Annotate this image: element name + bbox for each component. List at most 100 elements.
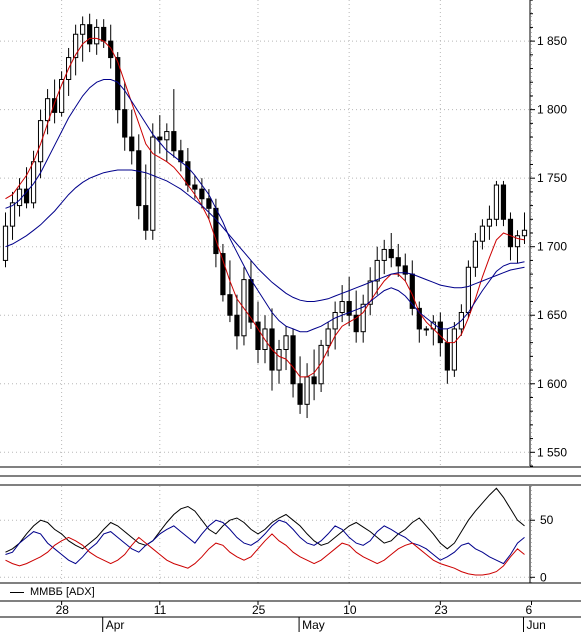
candle-down — [171, 131, 177, 152]
candle-up — [276, 349, 282, 371]
candle-down — [388, 248, 394, 259]
date-x-axis: 28112510236204AprMayJunJul — [0, 600, 581, 632]
candle-down — [23, 188, 30, 204]
price-moving-averages — [5, 37, 525, 378]
candle-down — [87, 24, 93, 45]
price-y-axis: 1 550 1 600 1 650 1 700 1 750 1 800 1 850 — [529, 0, 567, 467]
x-tick-label: 25 — [252, 603, 266, 617]
price-tick-label: 1 550 — [537, 445, 567, 459]
candle-down — [444, 342, 450, 371]
candle-up — [59, 78, 65, 113]
candle-up — [465, 266, 471, 313]
plus-di-line — [5, 519, 525, 565]
candle-up — [514, 235, 521, 248]
indicator-legend: ММВБ [ADX] — [0, 583, 95, 601]
candle-up — [360, 303, 366, 333]
candle-down — [157, 136, 163, 141]
price-candles — [2, 13, 528, 419]
moving-average-short — [5, 37, 525, 378]
candle-down — [500, 184, 507, 220]
price-tick-label: 1 800 — [537, 103, 567, 117]
candle-up — [493, 184, 500, 220]
candle-down — [255, 321, 261, 350]
candle-up — [479, 225, 486, 242]
candle-up — [374, 259, 380, 282]
candle-down — [143, 205, 149, 231]
candle-down — [115, 57, 121, 111]
legend-line-swatch — [10, 591, 24, 593]
candle-up — [339, 301, 345, 313]
x-tick-label: 10 — [343, 603, 357, 617]
x-month-label: May — [302, 618, 325, 632]
candle-up — [150, 136, 156, 231]
adx-line — [5, 487, 525, 553]
adx-tick-label: 0 — [540, 570, 547, 584]
candle-down — [234, 314, 240, 337]
candle-down — [507, 218, 514, 248]
candle-down — [108, 40, 114, 59]
candle-down — [437, 321, 443, 344]
price-tick-label: 1 850 — [537, 34, 567, 48]
candle-up — [521, 229, 528, 237]
x-tick-label: 28 — [56, 603, 70, 617]
candle-up — [94, 26, 100, 45]
candle-up — [44, 98, 51, 122]
moving-average-long — [5, 169, 525, 302]
candle-down — [290, 335, 296, 385]
candle-down — [416, 307, 422, 330]
candle-up — [451, 328, 457, 371]
candle-down — [185, 161, 191, 186]
x-tick-label: 11 — [154, 603, 167, 617]
x-tick-label: 23 — [434, 603, 448, 617]
candle-up — [332, 311, 338, 330]
candle-down — [402, 265, 408, 275]
adx-series-lines — [5, 487, 525, 576]
candle-up — [2, 225, 9, 261]
price-tick-label: 1 600 — [537, 377, 567, 391]
candle-up — [73, 33, 79, 59]
candle-up — [325, 328, 331, 346]
candle-down — [136, 150, 142, 207]
candle-up — [486, 218, 493, 227]
candle-up — [9, 202, 16, 227]
candle-down — [227, 294, 233, 316]
x-month-label: Apr — [106, 618, 125, 632]
candle-up — [304, 376, 310, 405]
adx-y-axis: 0 50 — [529, 486, 554, 584]
candle-down — [346, 301, 352, 316]
legend-label: ММВБ [ADX] — [30, 586, 95, 598]
adx-tick-label: 50 — [540, 513, 554, 527]
x-month-label: Jun — [527, 618, 546, 632]
candle-down — [206, 198, 212, 209]
candle-up — [472, 240, 479, 268]
candle-down — [129, 136, 135, 152]
candle-up — [381, 248, 387, 261]
candle-down — [192, 184, 198, 190]
candle-up — [80, 24, 86, 35]
candle-up — [16, 188, 23, 207]
price-tick-label: 1 650 — [537, 308, 567, 322]
candle-up — [37, 120, 44, 163]
x-tick-label: 6 — [526, 603, 533, 617]
candle-up — [423, 328, 429, 331]
candle-down — [220, 253, 226, 296]
candle-down — [297, 383, 303, 405]
candle-down — [122, 109, 128, 138]
price-tick-label: 1 700 — [537, 240, 567, 254]
candle-up — [164, 131, 170, 141]
price-gridlines — [0, 0, 533, 466]
candle-down — [51, 98, 58, 113]
candle-down — [353, 314, 359, 333]
candle-up — [318, 344, 324, 385]
minus-di-line — [5, 533, 525, 576]
candle-down — [311, 376, 317, 385]
moving-average-medium — [5, 79, 525, 333]
adx-gridlines — [0, 486, 533, 583]
candle-up — [367, 280, 373, 305]
candle-up — [283, 335, 289, 351]
price-tick-label: 1 750 — [537, 171, 567, 185]
candle-down — [395, 257, 401, 267]
candle-down — [199, 188, 205, 200]
panel-frames — [0, 466, 581, 584]
